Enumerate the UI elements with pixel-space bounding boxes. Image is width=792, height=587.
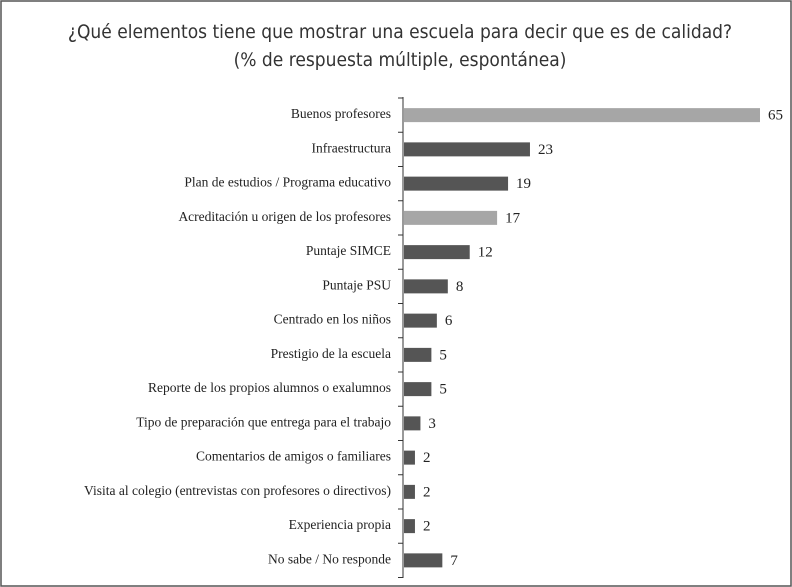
- category-label: No sabe / No responde: [268, 551, 391, 566]
- value-label: 12: [478, 245, 493, 261]
- bar: [404, 313, 437, 328]
- value-label: 7: [450, 553, 458, 569]
- category-label: Plan de estudios / Programa educativo: [184, 175, 391, 190]
- bar: [404, 176, 509, 191]
- bar: [404, 347, 432, 362]
- category-label: Puntaje SIMCE: [306, 243, 391, 258]
- value-label: 8: [456, 279, 464, 295]
- category-label: Comentarios de amigos o familiares: [196, 449, 391, 464]
- category-label: Reporte de los propios alumnos o exalumn…: [148, 380, 391, 395]
- bar: [404, 142, 530, 157]
- bar: [404, 416, 421, 431]
- category-label: Visita al colegio (entrevistas con profe…: [84, 483, 391, 498]
- bar: [404, 553, 443, 568]
- value-label: 3: [428, 416, 436, 432]
- category-label: Infraestructura: [312, 140, 391, 155]
- value-label: 6: [445, 313, 453, 329]
- value-label: 2: [423, 484, 431, 500]
- bar: [404, 519, 415, 534]
- value-label: 17: [505, 210, 520, 226]
- value-label: 23: [538, 142, 553, 158]
- category-label: Tipo de preparación que entrega para el …: [136, 414, 391, 429]
- category-label: Experiencia propia: [289, 517, 391, 532]
- chart-title: ¿Qué elementos tiene que mostrar una esc…: [68, 21, 732, 43]
- value-label: 2: [423, 519, 431, 535]
- value-label: 2: [423, 450, 431, 466]
- bar: [404, 382, 432, 397]
- bar: [404, 279, 448, 294]
- bar: [404, 450, 415, 465]
- value-label: 65: [768, 108, 783, 124]
- category-label: Buenos profesores: [291, 106, 391, 121]
- category-label: Acreditación u origen de los profesores: [178, 209, 391, 224]
- value-label: 19: [516, 176, 531, 192]
- chart-subtitle: (% de respuesta múltiple, espontánea): [234, 49, 567, 71]
- value-label: 5: [439, 347, 447, 363]
- bar: [404, 210, 498, 225]
- category-label: Puntaje PSU: [322, 277, 391, 292]
- bar: [404, 484, 415, 499]
- bar: [404, 108, 760, 123]
- category-label: Centrado en los niños: [274, 312, 391, 327]
- value-label: 5: [439, 382, 447, 398]
- bar: [404, 245, 470, 260]
- category-label: Prestigio de la escuela: [271, 346, 391, 361]
